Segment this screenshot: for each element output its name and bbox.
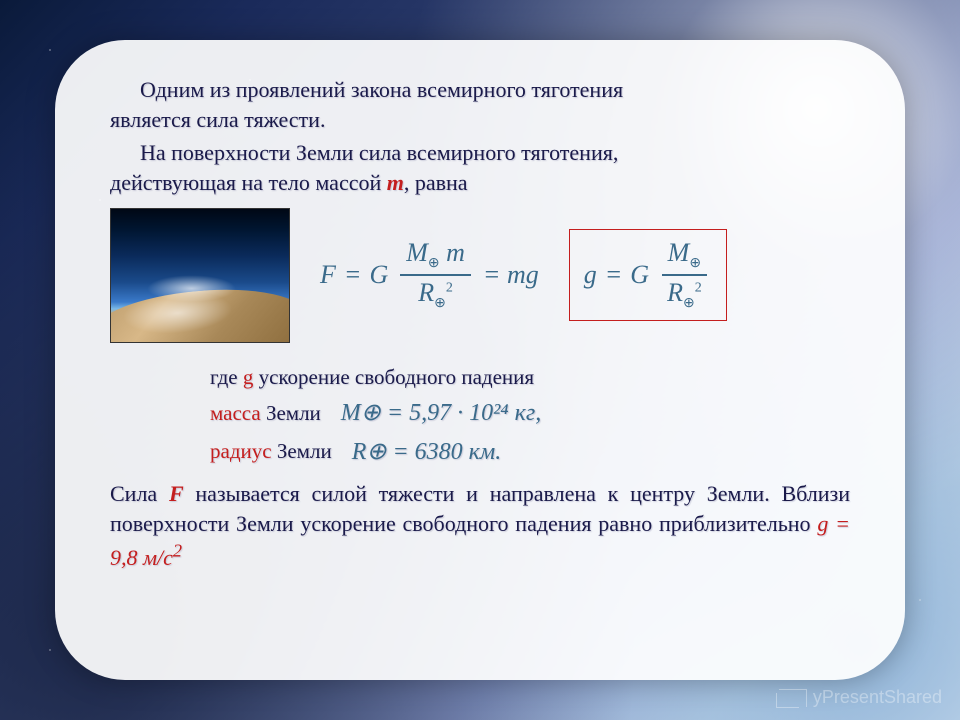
para3-before-F: Сила <box>110 481 169 506</box>
def-mass-label: масса Земли <box>210 397 321 431</box>
para1-line2: является сила тяжести. <box>110 107 325 132</box>
formula-fraction: M⊕ m R⊕2 <box>400 238 471 312</box>
formula-eq2: = <box>605 260 623 290</box>
formula-main: F = G M⊕ m R⊕2 = mg <box>320 238 539 312</box>
variable-F: F <box>169 481 184 506</box>
formula-numerator2: M⊕ <box>662 238 707 276</box>
def-g-before: где <box>210 365 243 389</box>
mass-value: M⊕ = 5,97 · 10²⁴ кг, <box>341 394 541 432</box>
formula-denominator2: R⊕2 <box>661 276 708 312</box>
para2-line1: На поверхности Земли сила всемирного тяг… <box>140 140 618 165</box>
g-value-exp: 2 <box>173 541 182 561</box>
para2-after-m: , равна <box>404 170 468 195</box>
paragraph-3: Сила F называется силой тяжести и направ… <box>110 479 850 572</box>
watermark-text: yPresentShared <box>813 687 942 708</box>
formula-fraction2: M⊕ R⊕2 <box>661 238 708 312</box>
def-g-var: g <box>243 365 254 389</box>
formula-boxed: g = G M⊕ R⊕2 <box>569 229 727 321</box>
def-g-after: ускорение свободного падения <box>253 365 534 389</box>
formula-denominator: R⊕2 <box>412 276 459 312</box>
formula-F: F <box>320 260 336 290</box>
watermark-logo-icon <box>779 689 807 707</box>
earth-image <box>110 208 290 343</box>
def-radius-label: радиус Земли <box>210 435 332 469</box>
paragraph-1: Одним из проявлений закона всемирного тя… <box>110 75 850 134</box>
radius-value: R⊕ = 6380 км. <box>352 433 502 471</box>
def-radius-after: Земли <box>272 439 332 463</box>
def-mass-red: масса <box>210 401 261 425</box>
para2-before-m: действующая на тело массой <box>110 170 387 195</box>
para1-line1: Одним из проявлений закона всемирного тя… <box>140 77 623 102</box>
def-radius-red: радиус <box>210 439 272 463</box>
paragraph-2: На поверхности Земли сила всемирного тяг… <box>110 138 850 197</box>
formula-row: F = G M⊕ m R⊕2 = mg g = G M⊕ R⊕2 <box>110 208 850 343</box>
para3-body: называется силой тяжести и направлена к … <box>110 481 850 536</box>
def-g: где g ускорение свободного падения <box>210 361 850 395</box>
def-mass-row: масса Земли M⊕ = 5,97 · 10²⁴ кг, <box>210 394 850 432</box>
variable-m: m <box>387 170 404 195</box>
definitions: где g ускорение свободного падения масса… <box>210 361 850 471</box>
formula-numerator: M⊕ m <box>400 238 471 276</box>
formula-eq1: = <box>344 260 362 290</box>
formula-rhs: = mg <box>483 260 539 290</box>
formula-G: G <box>369 260 388 290</box>
watermark: yPresentShared <box>779 687 942 708</box>
def-radius-row: радиус Земли R⊕ = 6380 км. <box>210 433 850 471</box>
formula-G2: G <box>630 260 649 290</box>
formula-g: g <box>584 260 597 290</box>
content-card: Одним из проявлений закона всемирного тя… <box>55 40 905 680</box>
def-mass-after: Земли <box>261 401 321 425</box>
